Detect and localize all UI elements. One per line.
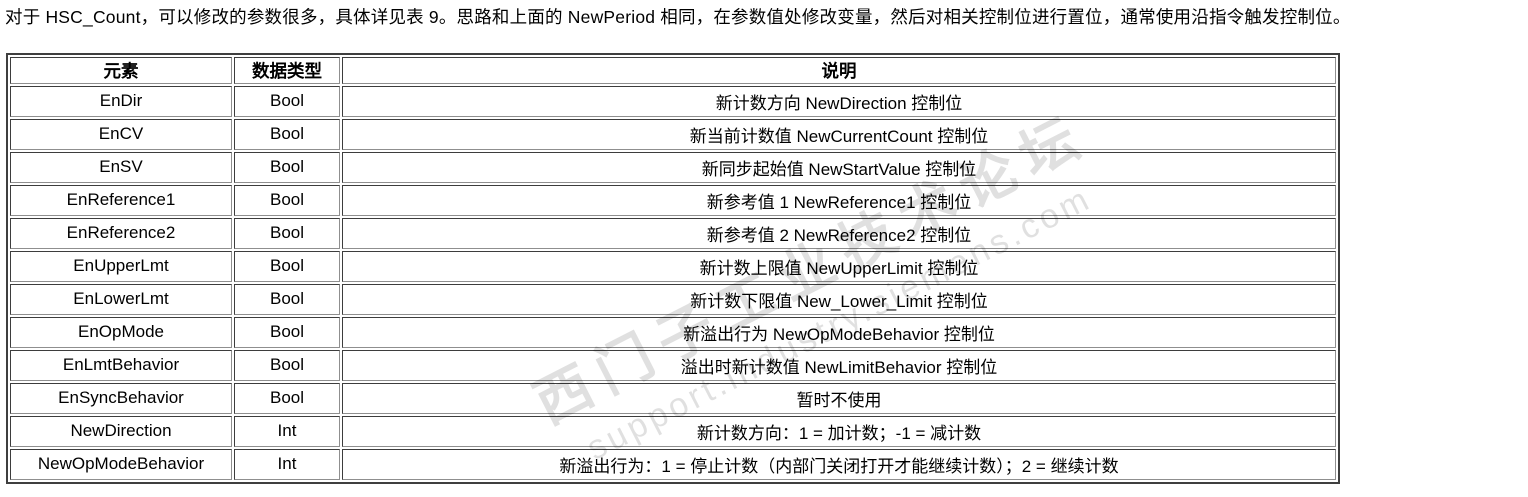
- intro-paragraph: 对于 HSC_Count，可以修改的参数很多，具体详见表 9。思路和上面的 Ne…: [5, 7, 1351, 27]
- cell-element: EnDir: [10, 85, 232, 117]
- cell-element: EnSV: [10, 151, 232, 183]
- cell-datatype: Bool: [234, 250, 340, 282]
- cell-description: 新溢出行为：1 = 停止计数（内部门关闭打开才能继续计数）；2 = 继续计数: [342, 448, 1336, 480]
- table-row: NewOpModeBehavior Int 新溢出行为：1 = 停止计数（内部门…: [10, 448, 1336, 480]
- cell-element: EnCV: [10, 118, 232, 150]
- cell-element: EnOpMode: [10, 316, 232, 348]
- cell-element: NewDirection: [10, 415, 232, 447]
- cell-element: EnLmtBehavior: [10, 349, 232, 381]
- cell-element: EnLowerLmt: [10, 283, 232, 315]
- cell-datatype: Int: [234, 448, 340, 480]
- cell-description: 新计数方向：1 = 加计数；-1 = 减计数: [342, 415, 1336, 447]
- table-row: EnSyncBehavior Bool 暂时不使用: [10, 382, 1336, 414]
- cell-element: EnReference2: [10, 217, 232, 249]
- cell-element: EnUpperLmt: [10, 250, 232, 282]
- cell-description: 新参考值 2 NewReference2 控制位: [342, 217, 1336, 249]
- table-row: EnUpperLmt Bool 新计数上限值 NewUpperLimit 控制位: [10, 250, 1336, 282]
- cell-datatype: Bool: [234, 382, 340, 414]
- cell-description: 新计数方向 NewDirection 控制位: [342, 85, 1336, 117]
- table-row: EnOpMode Bool 新溢出行为 NewOpModeBehavior 控制…: [10, 316, 1336, 348]
- table-row: EnCV Bool 新当前计数值 NewCurrentCount 控制位: [10, 118, 1336, 150]
- cell-description: 新计数上限值 NewUpperLimit 控制位: [342, 250, 1336, 282]
- cell-element: EnSyncBehavior: [10, 382, 232, 414]
- table-row: EnReference2 Bool 新参考值 2 NewReference2 控…: [10, 217, 1336, 249]
- table-body: EnDir Bool 新计数方向 NewDirection 控制位 EnCV B…: [10, 85, 1336, 480]
- cell-datatype: Bool: [234, 184, 340, 216]
- parameter-table: 元素 数据类型 说明 EnDir Bool 新计数方向 NewDirection…: [6, 52, 1340, 484]
- column-header-description: 说明: [342, 56, 1336, 84]
- cell-datatype: Bool: [234, 316, 340, 348]
- cell-datatype: Int: [234, 415, 340, 447]
- cell-element: EnReference1: [10, 184, 232, 216]
- table-row: EnSV Bool 新同步起始值 NewStartValue 控制位: [10, 151, 1336, 183]
- cell-description: 溢出时新计数值 NewLimitBehavior 控制位: [342, 349, 1336, 381]
- cell-description: 暂时不使用: [342, 382, 1336, 414]
- table-row: EnLowerLmt Bool 新计数下限值 New_Lower_Limit 控…: [10, 283, 1336, 315]
- table-row: EnDir Bool 新计数方向 NewDirection 控制位: [10, 85, 1336, 117]
- cell-datatype: Bool: [234, 118, 340, 150]
- cell-description: 新溢出行为 NewOpModeBehavior 控制位: [342, 316, 1336, 348]
- cell-description: 新计数下限值 New_Lower_Limit 控制位: [342, 283, 1336, 315]
- cell-datatype: Bool: [234, 283, 340, 315]
- table-row: NewDirection Int 新计数方向：1 = 加计数；-1 = 减计数: [10, 415, 1336, 447]
- cell-description: 新当前计数值 NewCurrentCount 控制位: [342, 118, 1336, 150]
- table-row: EnLmtBehavior Bool 溢出时新计数值 NewLimitBehav…: [10, 349, 1336, 381]
- cell-description: 新同步起始值 NewStartValue 控制位: [342, 151, 1336, 183]
- cell-datatype: Bool: [234, 349, 340, 381]
- cell-description: 新参考值 1 NewReference1 控制位: [342, 184, 1336, 216]
- table-header-row: 元素 数据类型 说明: [10, 56, 1336, 84]
- column-header-datatype: 数据类型: [234, 56, 340, 84]
- table-row: EnReference1 Bool 新参考值 1 NewReference1 控…: [10, 184, 1336, 216]
- column-header-element: 元素: [10, 56, 232, 84]
- cell-element: NewOpModeBehavior: [10, 448, 232, 480]
- cell-datatype: Bool: [234, 85, 340, 117]
- cell-datatype: Bool: [234, 151, 340, 183]
- cell-datatype: Bool: [234, 217, 340, 249]
